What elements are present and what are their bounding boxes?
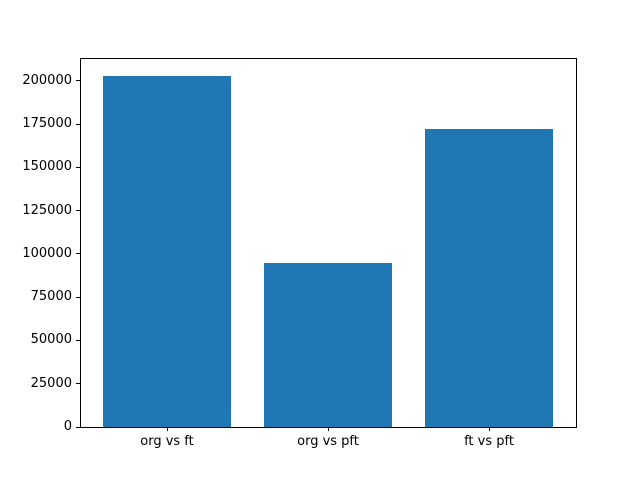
y-tick-label: 50000: [30, 332, 72, 348]
y-tick-label: 150000: [22, 159, 72, 175]
y-tick-mark: [76, 297, 80, 298]
x-tick-mark: [489, 427, 490, 431]
x-tick-label: org vs pft: [297, 434, 359, 449]
y-tick-label: 75000: [30, 289, 72, 305]
y-tick-label: 175000: [22, 116, 72, 131]
y-tick-mark: [76, 340, 80, 341]
y-tick-mark: [76, 253, 80, 254]
axis-spine-top: [80, 58, 577, 59]
y-tick-label: 0: [63, 419, 72, 434]
y-tick-label: 100000: [22, 245, 72, 261]
y-tick-mark: [76, 124, 80, 125]
bar: [102, 75, 232, 427]
y-tick-mark: [76, 80, 80, 81]
x-tick-mark: [328, 427, 329, 431]
y-tick-label: 125000: [22, 202, 72, 218]
bar: [424, 129, 554, 427]
y-tick-mark: [76, 210, 80, 211]
x-tick-label: ft vs pft: [464, 434, 514, 449]
bar: [263, 263, 393, 427]
x-tick-mark: [167, 427, 168, 431]
y-tick-mark: [76, 383, 80, 384]
axis-spine-bottom: [80, 427, 577, 428]
axis-spine-right: [576, 58, 577, 428]
axis-spine-left: [80, 58, 81, 428]
y-tick-label: 25000: [30, 375, 72, 391]
y-tick-mark: [76, 167, 80, 168]
y-tick-mark: [76, 427, 80, 428]
x-tick-label: org vs ft: [140, 434, 194, 449]
y-tick-label: 200000: [22, 72, 72, 88]
